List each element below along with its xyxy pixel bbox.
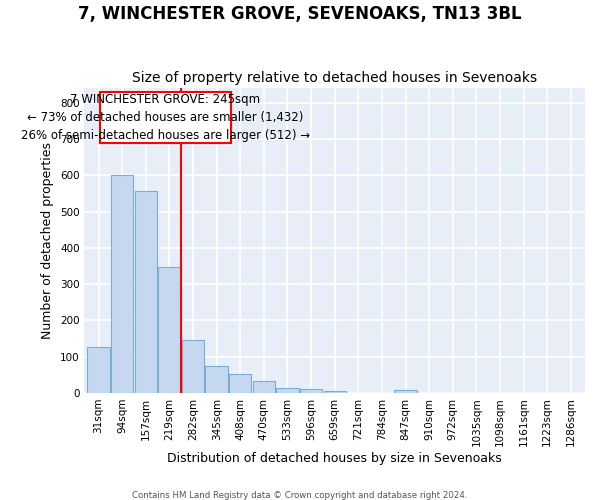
- Bar: [323, 390, 346, 393]
- Bar: [229, 374, 251, 393]
- Text: 7 WINCHESTER GROVE: 245sqm
← 73% of detached houses are smaller (1,432)
26% of s: 7 WINCHESTER GROVE: 245sqm ← 73% of deta…: [21, 93, 310, 142]
- FancyBboxPatch shape: [100, 92, 231, 143]
- Text: 7, WINCHESTER GROVE, SEVENOAKS, TN13 3BL: 7, WINCHESTER GROVE, SEVENOAKS, TN13 3BL: [78, 5, 522, 23]
- Bar: [276, 388, 299, 393]
- X-axis label: Distribution of detached houses by size in Sevenoaks: Distribution of detached houses by size …: [167, 452, 502, 465]
- Bar: [205, 366, 228, 393]
- Bar: [158, 267, 181, 393]
- Bar: [134, 191, 157, 393]
- Bar: [394, 390, 417, 393]
- Title: Size of property relative to detached houses in Sevenoaks: Size of property relative to detached ho…: [132, 70, 537, 85]
- Bar: [253, 381, 275, 393]
- Text: Contains HM Land Registry data © Crown copyright and database right 2024.: Contains HM Land Registry data © Crown c…: [132, 490, 468, 500]
- Y-axis label: Number of detached properties: Number of detached properties: [41, 142, 55, 339]
- Bar: [300, 389, 322, 393]
- Bar: [111, 176, 133, 393]
- Bar: [88, 347, 110, 393]
- Bar: [182, 340, 204, 393]
